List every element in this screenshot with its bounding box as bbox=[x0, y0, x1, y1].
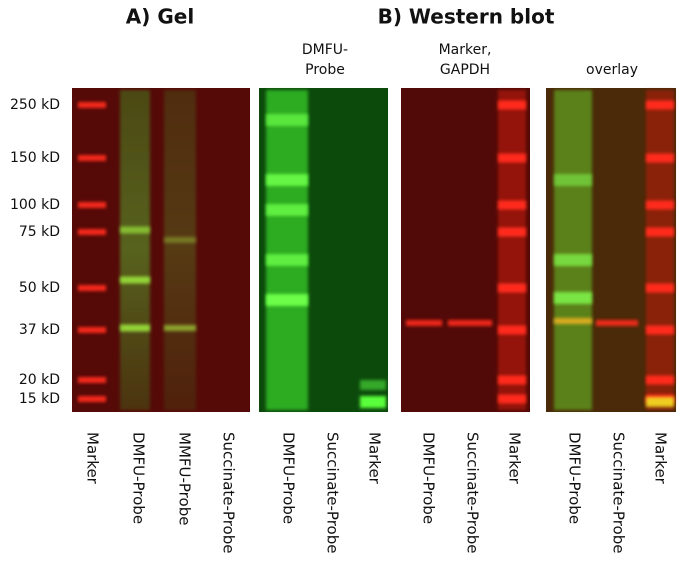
gel-image bbox=[72, 88, 250, 412]
lane-label: Marker bbox=[84, 432, 102, 485]
size-marker-label: 150 kD bbox=[10, 150, 60, 166]
band bbox=[498, 375, 526, 385]
size-marker-label: 20 kD bbox=[19, 372, 60, 388]
band bbox=[498, 325, 526, 335]
band bbox=[498, 227, 526, 237]
band bbox=[266, 114, 308, 126]
size-marker-label: 37 kD bbox=[19, 322, 60, 338]
band bbox=[646, 227, 674, 237]
lane-label: MMFU-Probe bbox=[176, 432, 194, 525]
band bbox=[78, 155, 106, 161]
band bbox=[120, 276, 150, 284]
band bbox=[646, 325, 674, 335]
band bbox=[554, 254, 592, 266]
band bbox=[646, 397, 674, 407]
band bbox=[360, 380, 386, 390]
band bbox=[448, 320, 492, 326]
lane-label: Succinate-Probe bbox=[220, 432, 238, 553]
size-marker-label: 75 kD bbox=[19, 224, 60, 240]
lane-smear bbox=[498, 90, 526, 410]
band bbox=[266, 294, 308, 306]
band bbox=[266, 204, 308, 216]
band bbox=[78, 396, 106, 402]
band bbox=[646, 200, 674, 210]
band bbox=[78, 377, 106, 383]
lane-label: DMFU-Probe bbox=[280, 432, 298, 524]
lane-label: Marker bbox=[652, 432, 670, 485]
band bbox=[498, 100, 526, 110]
lane-smear bbox=[646, 90, 674, 410]
band bbox=[360, 396, 386, 408]
size-marker-label: 250 kD bbox=[10, 97, 60, 113]
band bbox=[120, 324, 150, 332]
band bbox=[554, 292, 592, 304]
panel-title: A) Gel bbox=[126, 5, 194, 29]
band bbox=[646, 100, 674, 110]
band bbox=[498, 200, 526, 210]
lane-label: Marker bbox=[506, 432, 524, 485]
band bbox=[78, 202, 106, 208]
size-marker-label: 100 kD bbox=[10, 197, 60, 213]
lane-smear bbox=[120, 90, 150, 410]
band bbox=[646, 283, 674, 293]
band bbox=[120, 226, 150, 234]
band bbox=[266, 254, 308, 266]
lane-label: DMFU-Probe bbox=[420, 432, 438, 524]
lane-label: Succinate-Probe bbox=[610, 432, 628, 553]
band bbox=[78, 327, 106, 333]
band bbox=[78, 102, 106, 108]
band bbox=[498, 394, 526, 404]
lane-label: DMFU-Probe bbox=[566, 432, 584, 524]
band bbox=[78, 229, 106, 235]
blot-label: GAPDH bbox=[440, 62, 490, 78]
band bbox=[266, 174, 308, 186]
blot-label: overlay bbox=[586, 62, 638, 78]
lane-label: Succinate-Probe bbox=[324, 432, 342, 553]
band bbox=[164, 325, 196, 331]
lane-label: Marker bbox=[366, 432, 384, 485]
lane-label: DMFU-Probe bbox=[130, 432, 148, 524]
lane-smear bbox=[164, 90, 196, 410]
band bbox=[596, 320, 638, 326]
band bbox=[646, 375, 674, 385]
band bbox=[646, 153, 674, 163]
panel-title: B) Western blot bbox=[378, 5, 555, 29]
band bbox=[498, 283, 526, 293]
band bbox=[498, 153, 526, 163]
size-marker-label: 50 kD bbox=[19, 280, 60, 296]
blot-label: DMFU- bbox=[302, 42, 348, 58]
band bbox=[554, 174, 592, 186]
size-marker-label: 15 kD bbox=[19, 391, 60, 407]
blot-label: Probe bbox=[305, 62, 345, 78]
lane-label: Succinate-Probe bbox=[464, 432, 482, 553]
blot-label: Marker, bbox=[439, 42, 492, 58]
lane-smear bbox=[266, 90, 308, 410]
band bbox=[164, 237, 196, 243]
band bbox=[406, 320, 442, 326]
lane-smear bbox=[554, 90, 592, 410]
band bbox=[554, 318, 592, 324]
band bbox=[78, 285, 106, 291]
